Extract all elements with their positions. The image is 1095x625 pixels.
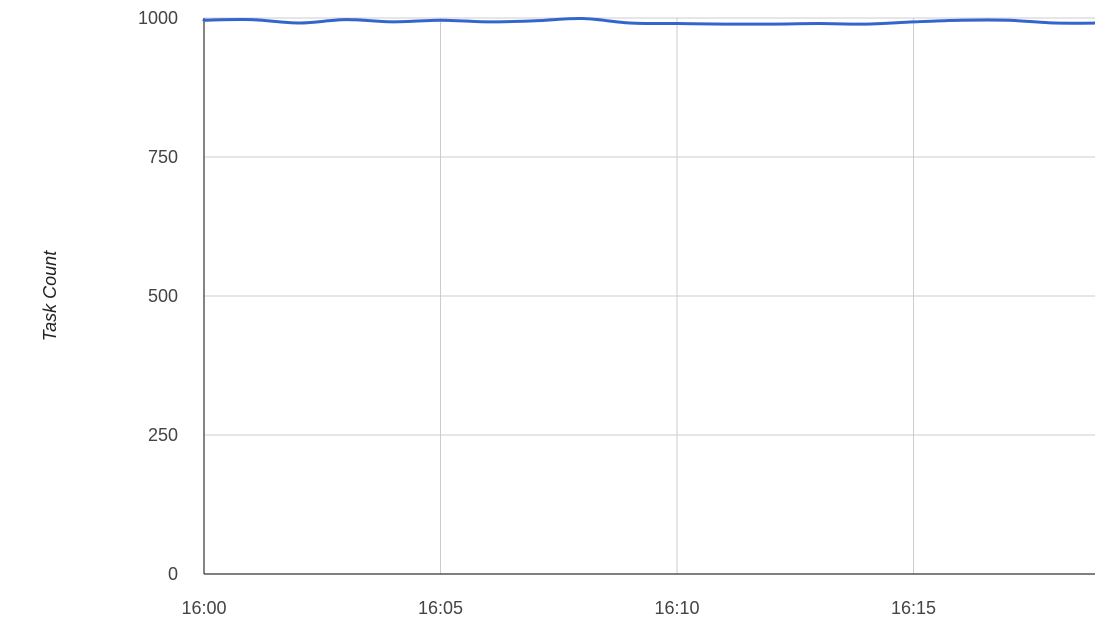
series-line: [202, 17, 1095, 26]
y-axis-title: Task Count: [40, 250, 60, 341]
series-layer: [202, 17, 1095, 26]
axes: [203, 18, 1095, 575]
x-tick-label: 16:05: [418, 598, 463, 618]
y-tick-label: 750: [148, 147, 178, 167]
x-tick-label: 16:10: [654, 598, 699, 618]
grid-lines: [204, 17, 1095, 574]
y-tick-label: 500: [148, 286, 178, 306]
x-tick-label: 16:15: [891, 598, 936, 618]
y-tick-label: 250: [148, 425, 178, 445]
y-tick-labels: 0 250 500 750 1000: [138, 8, 178, 584]
y-tick-label: 1000: [138, 8, 178, 28]
x-tick-labels: 16:00 16:05 16:10 16:15: [181, 598, 936, 618]
y-tick-label: 0: [168, 564, 178, 584]
x-tick-label: 16:00: [181, 598, 226, 618]
